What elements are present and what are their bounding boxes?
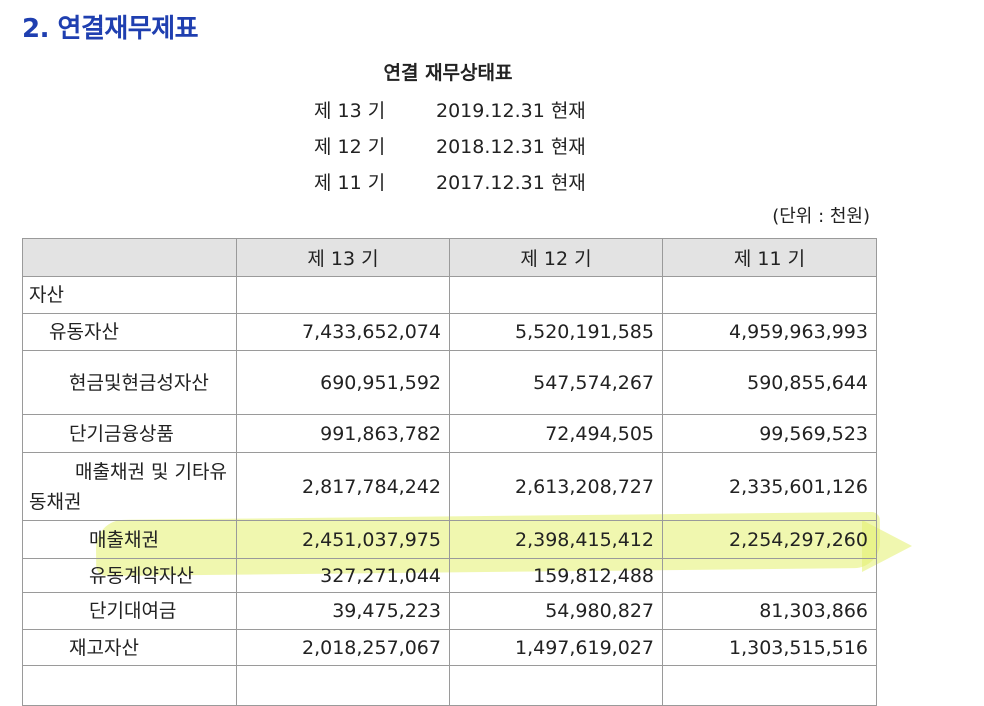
unit-label: (단위 : 천원) <box>772 206 870 227</box>
value-12: 54,980,827 <box>449 592 663 630</box>
value-11 <box>662 276 877 314</box>
value-11: 2,254,297,260 <box>662 520 877 559</box>
period-line-12: 제 12 기 2018.12.31 현재 <box>314 132 586 159</box>
value-11: 2,335,601,126 <box>662 452 877 521</box>
value-12: 159,812,488 <box>449 558 663 593</box>
value-13: 991,863,782 <box>236 414 450 453</box>
header-cell-13: 제 13 기 <box>236 238 450 277</box>
value-11: 4,959,963,993 <box>662 313 877 351</box>
row-label-line1: 매출채권 및 기타유 <box>75 460 227 483</box>
period-label: 제 13 기 <box>314 100 386 122</box>
value-12: 1,497,619,027 <box>449 629 663 666</box>
row-label: 단기금융상품 <box>22 414 237 453</box>
row-label <box>22 665 237 706</box>
value-13: 39,475,223 <box>236 592 450 630</box>
period-line-11: 제 11 기 2017.12.31 현재 <box>314 168 586 195</box>
value-12: 2,613,208,727 <box>449 452 663 521</box>
value-13 <box>236 276 450 314</box>
row-label-line2: 동채권 <box>29 490 82 513</box>
table-row <box>22 665 877 706</box>
period-label: 제 11 기 <box>314 172 386 194</box>
table-row-cash: 현금및현금성자산 690,951,592 547,574,267 590,855… <box>22 350 877 415</box>
row-label: 재고자산 <box>22 629 237 666</box>
value-11 <box>662 558 877 593</box>
value-11 <box>662 665 877 706</box>
row-label: 매출채권 <box>22 520 237 559</box>
value-13: 7,433,652,074 <box>236 313 450 351</box>
value-13 <box>236 665 450 706</box>
value-11: 1,303,515,516 <box>662 629 877 666</box>
value-12: 547,574,267 <box>449 350 663 415</box>
table-row-trade-receivables: 매출채권 2,451,037,975 2,398,415,412 2,254,2… <box>22 520 877 559</box>
section-title: 2. 연결재무제표 <box>22 14 199 44</box>
table-row-contract-assets: 유동계약자산 327,271,044 159,812,488 <box>22 558 877 593</box>
header-cell-11: 제 11 기 <box>662 238 877 277</box>
value-12 <box>449 276 663 314</box>
value-12 <box>449 665 663 706</box>
balance-sheet-table: 제 13 기 제 12 기 제 11 기 자산 유동자산 7,433,652,0… <box>22 238 877 706</box>
value-13: 327,271,044 <box>236 558 450 593</box>
header-cell-12: 제 12 기 <box>449 238 663 277</box>
row-label: 매출채권 및 기타유 동채권 <box>22 452 237 521</box>
value-12: 2,398,415,412 <box>449 520 663 559</box>
value-11: 81,303,866 <box>662 592 877 630</box>
period-line-13: 제 13 기 2019.12.31 현재 <box>314 96 586 123</box>
value-13: 690,951,592 <box>236 350 450 415</box>
period-date: 2019.12.31 현재 <box>436 100 586 122</box>
table-row-assets: 자산 <box>22 276 877 314</box>
value-13: 2,451,037,975 <box>236 520 450 559</box>
report-title: 연결 재무상태표 <box>383 62 513 84</box>
row-label: 유동자산 <box>22 313 237 351</box>
value-12: 5,520,191,585 <box>449 313 663 351</box>
value-13: 2,817,784,242 <box>236 452 450 521</box>
value-11: 99,569,523 <box>662 414 877 453</box>
row-label: 단기대여금 <box>22 592 237 630</box>
row-label: 자산 <box>22 276 237 314</box>
row-label: 현금및현금성자산 <box>22 350 237 415</box>
table-row-trade-receivables-total: 매출채권 및 기타유 동채권 2,817,784,242 2,613,208,7… <box>22 452 877 521</box>
value-12: 72,494,505 <box>449 414 663 453</box>
header-cell-label <box>22 238 237 277</box>
value-11: 590,855,644 <box>662 350 877 415</box>
table-row-current-assets: 유동자산 7,433,652,074 5,520,191,585 4,959,9… <box>22 313 877 351</box>
table-row-short-term-financial: 단기금융상품 991,863,782 72,494,505 99,569,523 <box>22 414 877 453</box>
table-header-row: 제 13 기 제 12 기 제 11 기 <box>22 238 877 277</box>
period-label: 제 12 기 <box>314 136 386 158</box>
row-label: 유동계약자산 <box>22 558 237 593</box>
table-row-inventory: 재고자산 2,018,257,067 1,497,619,027 1,303,5… <box>22 629 877 666</box>
period-date: 2018.12.31 현재 <box>436 136 586 158</box>
period-date: 2017.12.31 현재 <box>436 172 586 194</box>
value-13: 2,018,257,067 <box>236 629 450 666</box>
table-row-short-term-loans: 단기대여금 39,475,223 54,980,827 81,303,866 <box>22 592 877 630</box>
